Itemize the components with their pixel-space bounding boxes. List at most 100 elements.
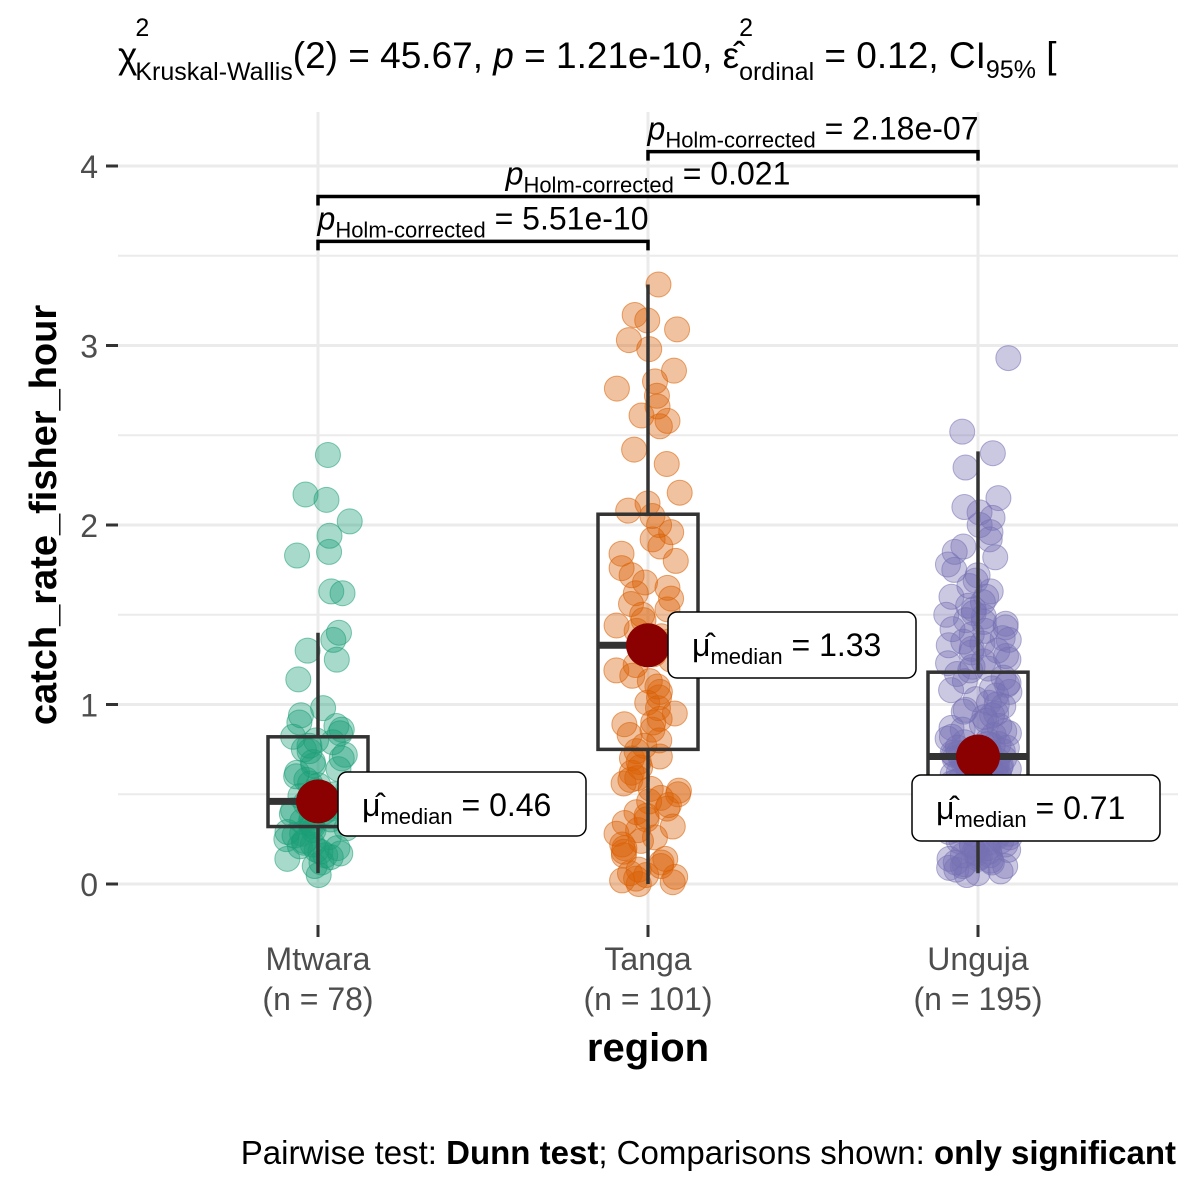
data-point: [603, 375, 630, 402]
comparison-label-value: = 2.18e-07: [816, 111, 979, 147]
title-p-text: = 1.21e-10,: [514, 35, 723, 76]
data-point: [654, 574, 681, 601]
data-point: [992, 643, 1019, 670]
title-ci-sub: 95%: [986, 56, 1036, 84]
data-point: [603, 657, 630, 684]
data-point: [941, 538, 968, 565]
x-tick-label: Tanga: [604, 941, 691, 977]
median-label-sub: median: [380, 804, 452, 829]
data-point: [666, 479, 693, 506]
data-point: [632, 569, 659, 596]
data-point: [618, 562, 645, 589]
data-point: [979, 504, 1006, 531]
data-point: [949, 418, 976, 445]
chart-title: χ2 Kruskal-Wallis(2) = 45.67, p = 1.21e-1…: [118, 14, 1057, 86]
data-point: [985, 485, 1012, 512]
data-point: [933, 601, 960, 628]
data-point: [618, 590, 645, 617]
data-point: [943, 660, 970, 687]
comparison-label-value: = 5.51e-10: [486, 200, 649, 236]
data-point: [995, 626, 1022, 653]
data-point: [608, 540, 635, 567]
data-point: [934, 725, 961, 752]
data-point: [659, 869, 686, 896]
title-effect-text: = 0.12, CI: [814, 35, 986, 76]
caption-shown: only significant: [934, 1134, 1176, 1171]
data-point: [658, 585, 685, 612]
data-point: [316, 538, 343, 565]
data-point: [615, 497, 642, 524]
data-point: [640, 709, 667, 736]
median-label-sub: median: [954, 807, 1026, 832]
data-point: [603, 612, 630, 639]
title-stat-symbol: χ: [118, 35, 137, 76]
caption-test: Dunn test: [446, 1134, 598, 1171]
comparison-label-sub: Holm-corrected: [335, 217, 485, 242]
comparison-bracket: [646, 149, 980, 161]
comparison-label: pHolm-corrected = 0.021: [505, 156, 791, 198]
data-point: [274, 845, 301, 872]
median-marker: [956, 734, 1000, 779]
data-point: [615, 327, 642, 354]
data-point: [644, 695, 671, 722]
x-tick-label: Mtwara: [266, 941, 371, 977]
data-point: [939, 616, 966, 643]
data-point: [636, 668, 663, 695]
data-point: [982, 544, 1009, 571]
data-point: [643, 382, 670, 409]
data-point: [645, 271, 672, 298]
x-tick-count-label: (n = 78): [262, 981, 373, 1017]
data-point: [975, 655, 1002, 682]
median-label-box: [337, 771, 587, 837]
data-point: [621, 436, 648, 463]
median-label-value: = 1.33: [783, 627, 882, 663]
data-point: [625, 871, 652, 897]
title-p-symbol: p: [492, 35, 514, 76]
data-point: [286, 709, 313, 736]
comparison-bracket: [316, 239, 650, 251]
data-point: [639, 503, 666, 530]
median-marker: [626, 623, 670, 668]
y-tick-label: 2: [80, 508, 98, 544]
median-label-value: = 0.46: [453, 787, 552, 823]
data-point: [995, 345, 1022, 372]
data-point: [325, 619, 352, 646]
data-point: [287, 702, 314, 729]
data-point: [644, 393, 671, 420]
data-point: [664, 316, 691, 343]
median-label-value: = 0.71: [1027, 790, 1126, 826]
data-point: [292, 481, 319, 508]
data-point: [323, 646, 350, 673]
title-stat-sub: Kruskal-Wallis: [135, 58, 292, 86]
data-point: [979, 440, 1006, 467]
data-point: [617, 766, 644, 793]
data-point: [285, 666, 312, 693]
title-stat-sup: 2: [135, 14, 149, 42]
x-tick-label: Unguja: [927, 941, 1029, 977]
data-point: [622, 580, 649, 607]
data-point: [316, 522, 343, 549]
caption-middle: ; Comparisons shown:: [598, 1134, 934, 1171]
data-point: [329, 580, 356, 607]
comparison-label: pHolm-corrected = 5.51e-10: [317, 200, 649, 242]
median-markers: μ̂median = 0.46 μ̂median = 1.33 μ̂median =…: [296, 611, 1161, 842]
data-point: [654, 407, 681, 434]
title-effect-sub: ordinal: [739, 58, 814, 86]
title-ci-text: [: [1036, 35, 1057, 76]
title-effect-sup: 2: [739, 14, 753, 42]
comparison-label-value: = 0.021: [674, 156, 791, 192]
data-point: [328, 745, 355, 772]
comparison-label-sub: Holm-corrected: [665, 128, 815, 153]
axes: 0 1 2 3 4 Mtwara (n = 78) Tanga (n = 101) Unguja (…: [80, 149, 1042, 1017]
data-point: [992, 853, 1019, 880]
data-point: [318, 578, 345, 605]
data-point: [950, 533, 977, 560]
median-label: μ̂median = 0.46: [362, 787, 551, 829]
x-tick-count-label: (n = 101): [584, 981, 713, 1017]
data-point: [949, 842, 976, 869]
median-label: μ̂median = 0.71: [936, 790, 1125, 832]
comparison-label-symbol: p: [505, 156, 524, 192]
comparison-bracket: [316, 194, 980, 206]
data-point: [610, 770, 637, 797]
data-point: [284, 542, 311, 569]
